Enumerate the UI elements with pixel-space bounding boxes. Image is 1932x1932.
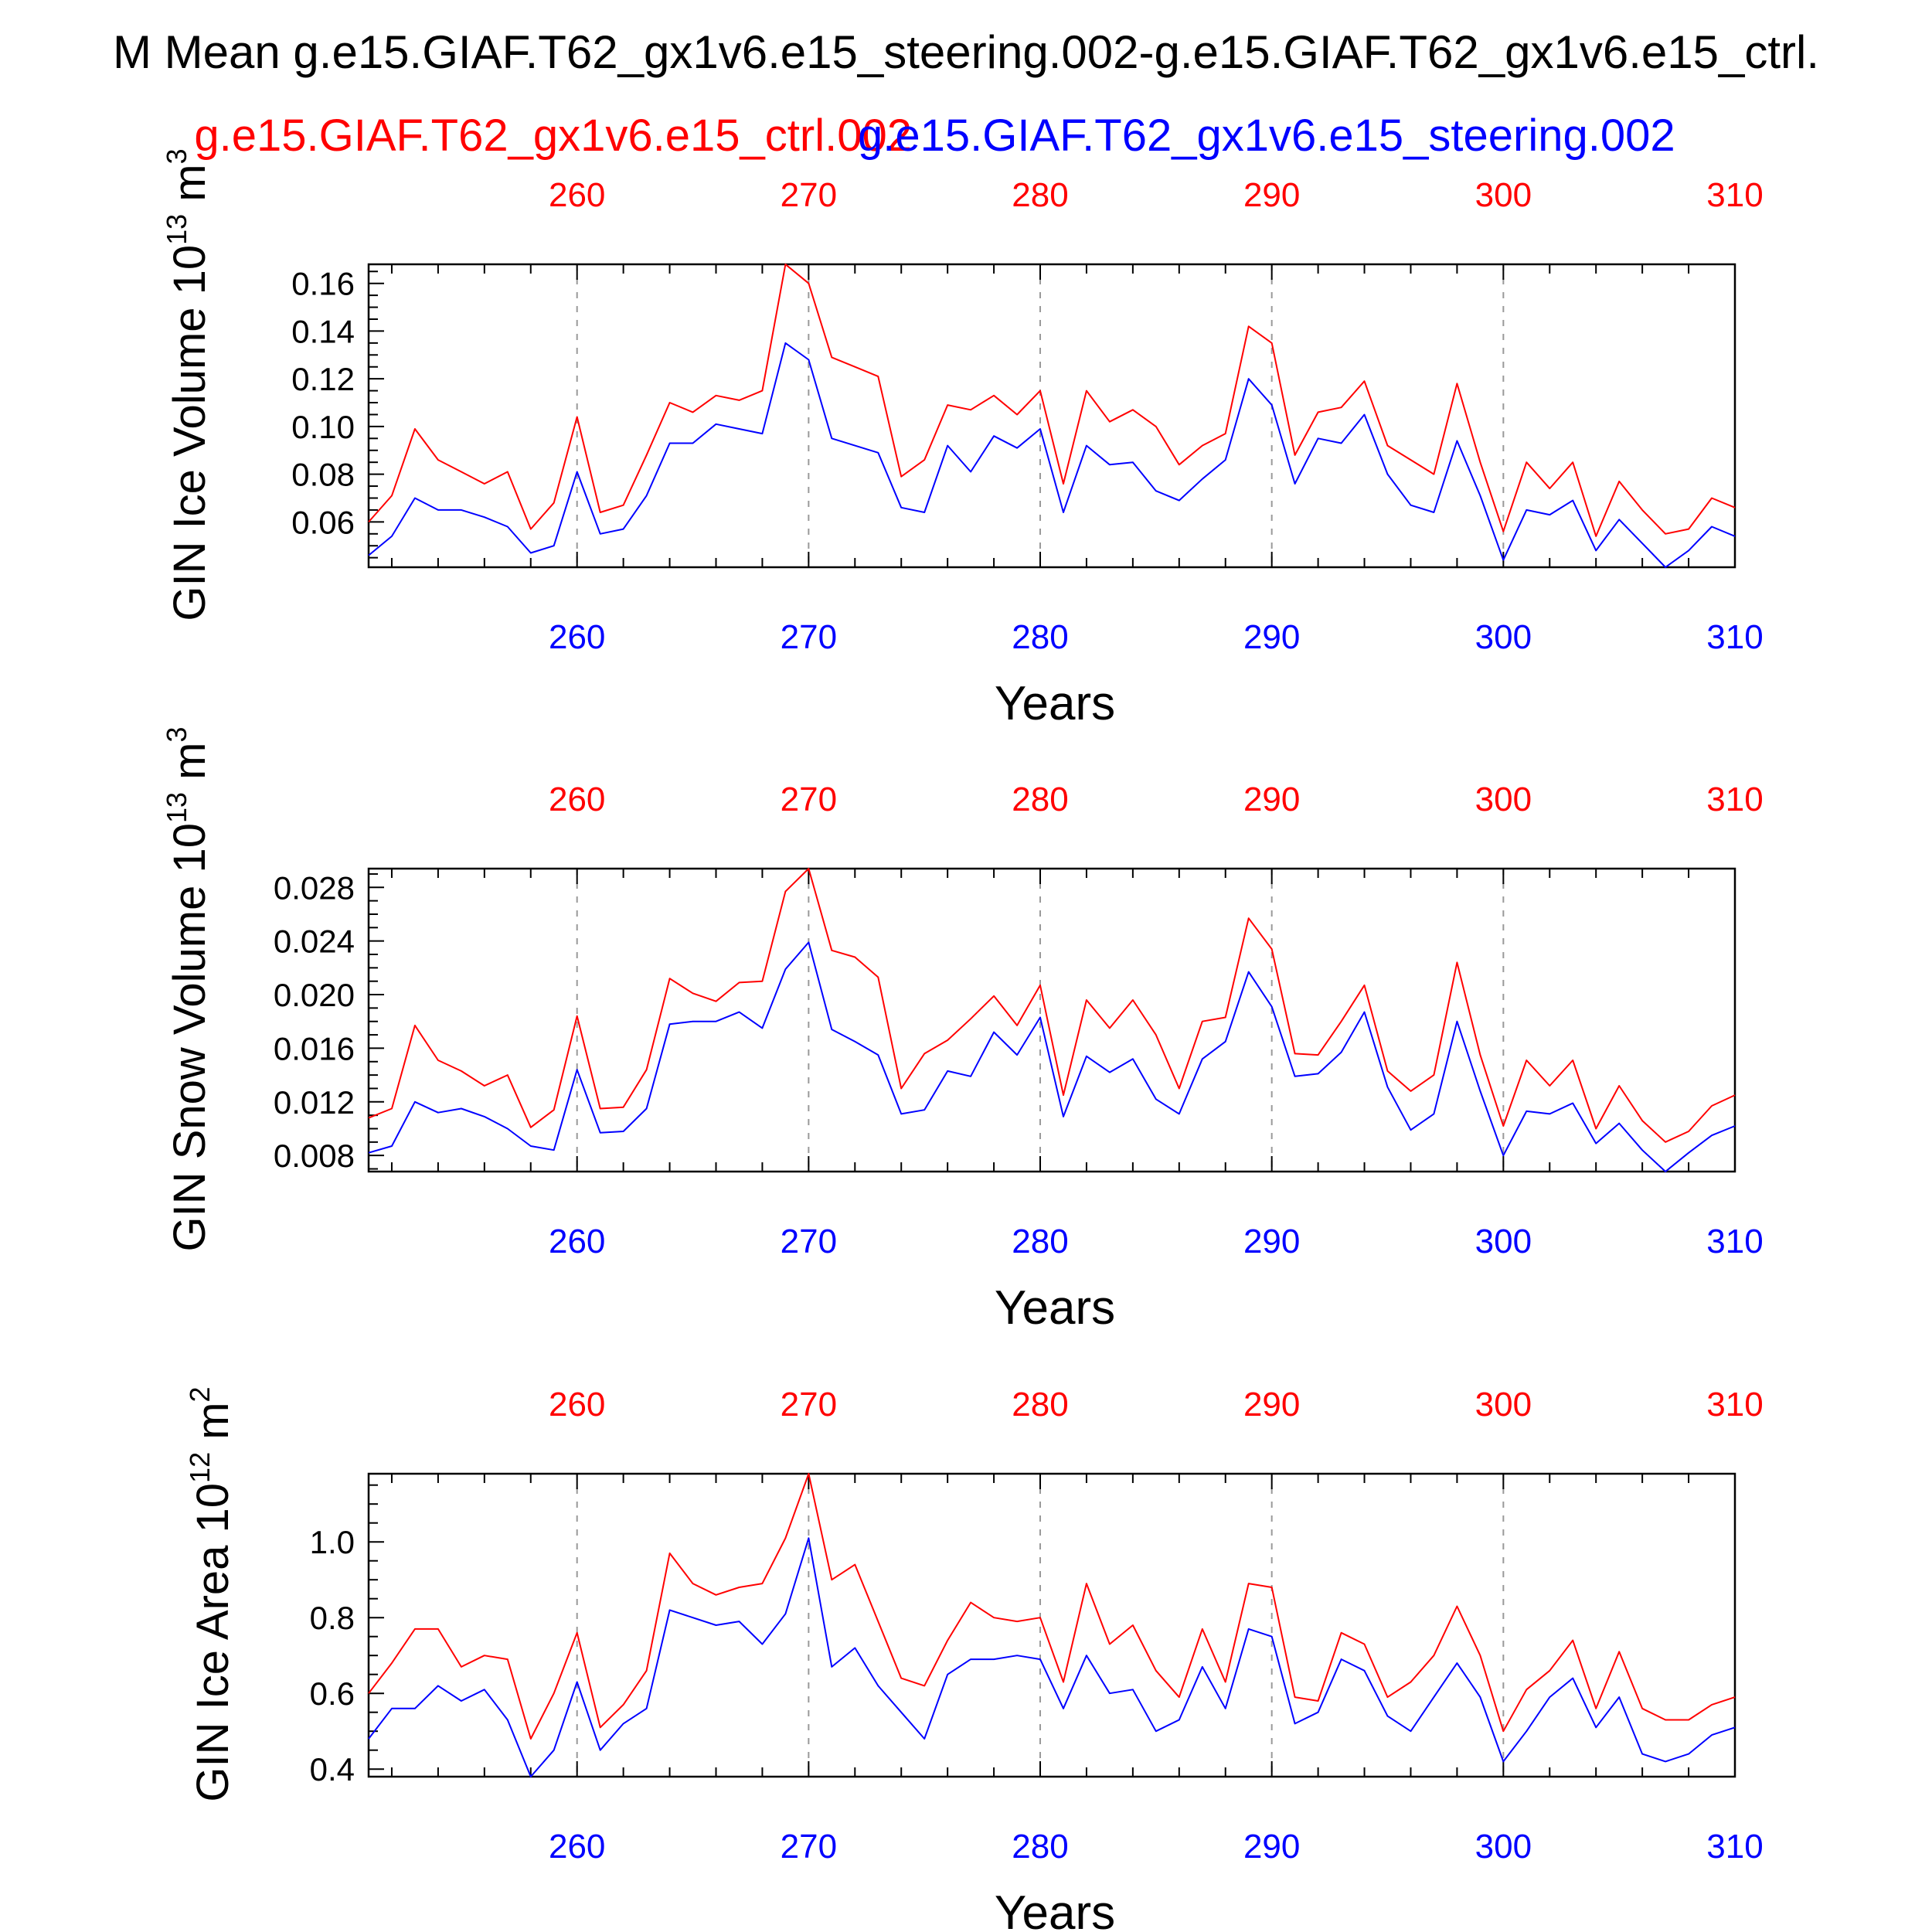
y-tick-label: 0.028	[274, 869, 355, 906]
x-tick-label-top: 260	[549, 1386, 605, 1423]
series-line-steering	[368, 1537, 1736, 1777]
y-tick-label: 0.14	[291, 313, 355, 349]
x-tick-label-bottom: 310	[1706, 618, 1763, 656]
x-tick-label-top: 310	[1706, 1386, 1763, 1423]
x-tick-label-bottom: 300	[1475, 1828, 1532, 1866]
x-tick-label-bottom: 280	[1012, 1828, 1068, 1866]
series-line-steering	[368, 941, 1736, 1172]
x-tick-label-top: 290	[1243, 176, 1300, 214]
x-tick-label-bottom: 260	[549, 618, 605, 656]
y-tick-label: 0.8	[310, 1600, 355, 1636]
y-tick-label: 0.12	[291, 361, 355, 397]
y-tick-label: 0.012	[274, 1084, 355, 1121]
y-tick-label: 0.08	[291, 457, 355, 493]
legend-ctrl-label: g.e15.GIAF.T62_gx1v6.e15_ctrl.002	[194, 111, 912, 161]
legend-steer-label: g.e15.GIAF.T62_gx1v6.e15_steering.002	[858, 111, 1675, 161]
x-tick-label-bottom: 300	[1475, 1223, 1532, 1260]
x-tick-label-top: 280	[1012, 781, 1068, 818]
x-tick-label-bottom: 310	[1706, 1223, 1763, 1260]
figure-title: M Mean g.e15.GIAF.T62_gx1v6.e15_steering…	[113, 26, 1819, 78]
x-tick-label-bottom: 260	[549, 1223, 605, 1260]
y-axis-label: GIN Snow Volume 1013 m3	[161, 726, 215, 1251]
y-tick-label: 0.016	[274, 1030, 355, 1066]
x-tick-label-bottom: 260	[549, 1828, 605, 1866]
panel-1: 260 260 270 270 280 280 290 290 300 300 310 310 0.06…	[161, 148, 1764, 730]
x-tick-label-top: 270	[781, 176, 837, 214]
y-tick-label: 0.4	[310, 1751, 355, 1787]
series-line-ctrl	[368, 264, 1736, 537]
y-tick-label: 0.06	[291, 504, 355, 540]
y-tick-label: 0.024	[274, 923, 355, 960]
x-tick-label-top: 290	[1243, 781, 1300, 818]
x-tick-label-top: 270	[781, 1386, 837, 1423]
x-tick-label-top: 300	[1475, 176, 1532, 214]
series-line-ctrl	[368, 1473, 1736, 1740]
x-tick-label-top: 270	[781, 781, 837, 818]
x-axis-label: Years	[995, 1886, 1115, 1932]
x-tick-label-bottom: 280	[1012, 1223, 1068, 1260]
x-tick-label-bottom: 290	[1243, 618, 1300, 656]
x-tick-label-top: 280	[1012, 1386, 1068, 1423]
y-tick-label: 0.008	[274, 1138, 355, 1174]
series-line-steering	[368, 342, 1736, 568]
y-tick-label: 1.0	[310, 1524, 355, 1560]
x-tick-label-bottom: 280	[1012, 618, 1068, 656]
x-tick-label-top: 310	[1706, 176, 1763, 214]
y-axis-label: GIN Ice Area 1012 m2	[184, 1386, 238, 1801]
series-line-ctrl	[368, 868, 1736, 1143]
y-axis-label: GIN Ice Volume 1013 m3	[161, 148, 215, 621]
plot-frame	[367, 867, 1736, 1173]
x-tick-label-bottom: 300	[1475, 618, 1532, 656]
x-tick-label-bottom: 290	[1243, 1223, 1300, 1260]
panel-3: 260 260 270 270 280 280 290 290 300 300 310 310 0.4 0…	[184, 1386, 1764, 1932]
x-tick-label-bottom: 310	[1706, 1828, 1763, 1866]
x-tick-label-top: 260	[549, 781, 605, 818]
y-tick-label: 0.020	[274, 977, 355, 1013]
x-tick-label-bottom: 270	[781, 618, 837, 656]
y-tick-label: 0.6	[310, 1675, 355, 1712]
panel-2: 260 260 270 270 280 280 290 290 300 300 310 310 0.00…	[161, 726, 1764, 1335]
x-tick-label-top: 310	[1706, 781, 1763, 818]
x-tick-label-top: 280	[1012, 176, 1068, 214]
x-tick-label-bottom: 290	[1243, 1828, 1300, 1866]
x-tick-label-top: 260	[549, 176, 605, 214]
x-tick-label-top: 290	[1243, 1386, 1300, 1423]
x-tick-label-bottom: 270	[781, 1223, 837, 1260]
x-tick-label-top: 300	[1475, 1386, 1532, 1423]
x-axis-label: Years	[995, 677, 1115, 730]
y-tick-label: 0.16	[291, 266, 355, 302]
plot-frame	[367, 263, 1736, 569]
x-tick-label-bottom: 270	[781, 1828, 837, 1866]
x-tick-label-top: 300	[1475, 781, 1532, 818]
plot-frame	[367, 1472, 1736, 1778]
y-tick-label: 0.10	[291, 409, 355, 445]
x-axis-label: Years	[995, 1281, 1115, 1335]
